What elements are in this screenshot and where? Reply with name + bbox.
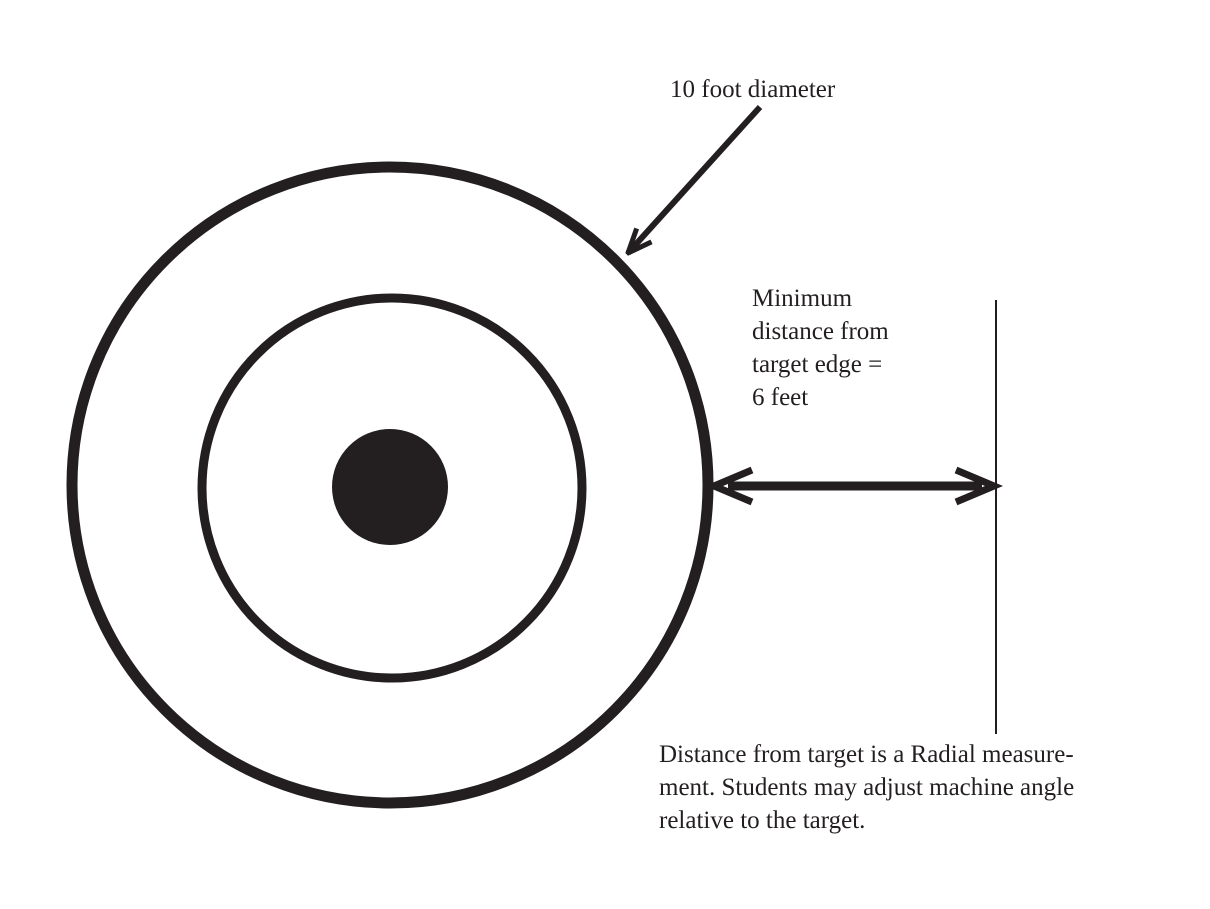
- note-line: relative to the target.: [659, 807, 866, 834]
- minimum-distance-label-line: distance from: [752, 318, 889, 345]
- distance-double-arrow: [704, 466, 1004, 506]
- minimum-distance-label-line: target edge =: [752, 351, 883, 378]
- minimum-distance-label-line: Minimum: [752, 285, 853, 312]
- minimum-distance-label: Minimum distance from target edge = 6 fe…: [752, 282, 889, 414]
- note-line: ment. Students may adjust machine angle: [659, 774, 1075, 801]
- minimum-distance-label-line: 6 feet: [752, 384, 809, 411]
- bullseye: [332, 429, 448, 545]
- diameter-label: 10 foot diameter: [670, 76, 836, 103]
- note-line: Distance from target is a Radial measure…: [659, 741, 1074, 768]
- radial-measurement-note: Distance from target is a Radial measure…: [659, 738, 1074, 837]
- inner-target-ring: [197, 293, 587, 683]
- diameter-pointer-arrow: [628, 104, 763, 253]
